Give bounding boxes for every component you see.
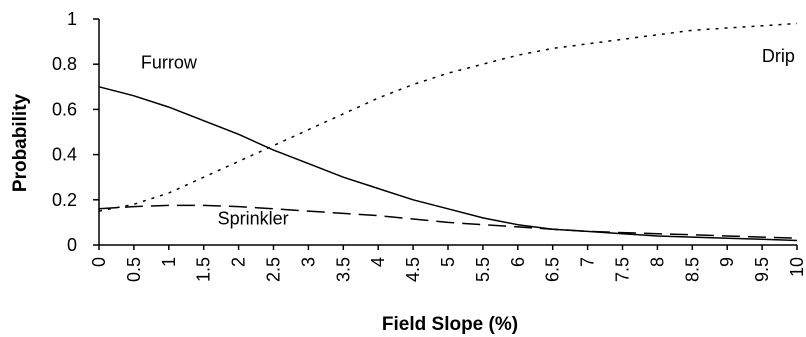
x-tick-label: 7 (578, 257, 598, 267)
y-tick-label: 1 (67, 9, 77, 29)
y-tick-label: 0 (67, 235, 77, 255)
x-tick-label: 4 (368, 257, 388, 267)
x-tick-label: 9.5 (752, 257, 772, 282)
x-ticks: 0 0.5 1 1.5 2 2.5 3 3.5 4 4.5 5 5.5 6 6.5 7 7.5 8 8.5 9 9.5… (89, 245, 806, 282)
y-tick-label: 0.6 (52, 99, 77, 119)
x-tick-label: 6 (508, 257, 528, 267)
x-tick-label: 0.5 (124, 257, 144, 282)
y-ticks: 0 0.2 0.4 0.6 0.8 1 (52, 9, 99, 255)
y-tick-label: 0.4 (52, 145, 77, 165)
series-label-sprinkler: Sprinkler (218, 209, 289, 229)
series-label-drip: Drip (762, 46, 795, 66)
x-tick-label: 1.5 (194, 257, 214, 282)
x-tick-label: 1 (159, 257, 179, 267)
series-lines (98, 22, 798, 242)
x-axis-title: Field Slope (%) (382, 314, 518, 335)
x-tick-label: 10 (787, 257, 806, 277)
x-tick-label: 3 (298, 257, 318, 267)
x-tick-label: 2.5 (264, 257, 284, 282)
series-line-sprinkler (98, 204, 798, 239)
series-label-furrow: Furrow (141, 53, 198, 73)
series-line-drip (98, 22, 798, 212)
plot-area: 0 0.2 0.4 0.6 0.8 1 0 0.5 1 1.5 2 2.5 3 3.5 4 4.5 5 5.5 6… (52, 9, 806, 282)
x-tick-label: 8.5 (682, 257, 702, 282)
y-tick-label: 0.2 (52, 190, 77, 210)
x-tick-label: 5.5 (473, 257, 493, 282)
y-axis-title: Probability (10, 93, 31, 192)
x-tick-label: 6.5 (543, 257, 563, 282)
x-tick-label: 5 (438, 257, 458, 267)
x-tick-label: 2 (229, 257, 249, 267)
x-tick-label: 7.5 (613, 257, 633, 282)
x-tick-label: 8 (647, 257, 667, 267)
y-tick-label: 0.8 (52, 54, 77, 74)
series-labels: Furrow Sprinkler Drip (141, 46, 795, 229)
x-tick-label: 0 (89, 257, 109, 267)
x-tick-label: 4.5 (403, 257, 423, 282)
series-line-furrow (98, 86, 798, 242)
x-tick-label: 3.5 (333, 257, 353, 282)
x-tick-label: 9 (717, 257, 737, 267)
